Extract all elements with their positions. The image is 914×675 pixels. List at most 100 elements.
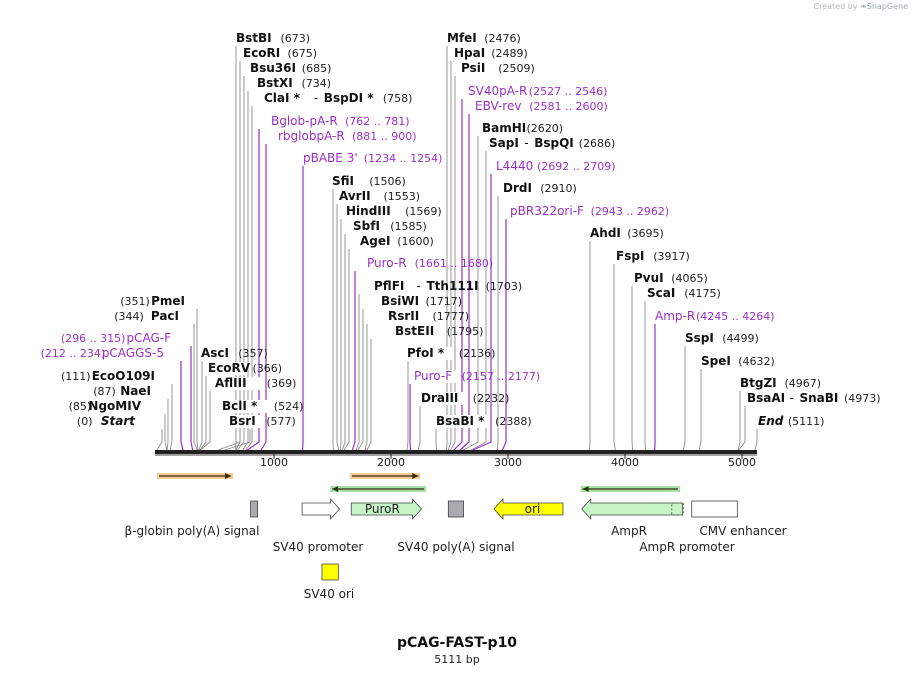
ruler-tick-label: 4000 xyxy=(611,456,639,469)
site-stems xyxy=(156,46,758,451)
site-position: (2620) xyxy=(527,122,564,135)
label-bg xyxy=(699,355,733,368)
feature-sv40prom: SV40 promoter xyxy=(273,497,364,554)
site-name: Puro-F xyxy=(414,369,452,383)
site-label-bcli: BclI * (524) xyxy=(220,399,303,413)
site-stem-asci xyxy=(198,361,203,451)
label-bg xyxy=(508,205,585,218)
site-label-rbglob: rbglobpA-R (881 .. 900) xyxy=(276,129,417,143)
site-position: (1777) xyxy=(433,310,470,323)
label-bg xyxy=(379,295,420,308)
site-label-asci: AscI (357) xyxy=(199,346,268,360)
feature-label: SV40 poly(A) signal xyxy=(397,540,514,554)
site-stem-ebvrev xyxy=(459,114,470,451)
site-name: ScaI xyxy=(647,286,675,300)
feature-ampr_prom: AmpR promoter xyxy=(639,502,735,554)
site-label-pcaggs5: pCAGGS-5(212 .. 234) xyxy=(41,346,164,360)
site-label-naei: NaeI (87) xyxy=(93,384,151,398)
site-position: (2136) xyxy=(459,347,496,360)
site-name: BsiWI xyxy=(381,294,419,308)
dash-separator: - xyxy=(790,391,794,405)
site-name: BsrI xyxy=(229,414,256,428)
sequence-ruler: 1000 2000 3000 4000 5000 xyxy=(155,450,757,469)
feature-shape xyxy=(321,563,339,581)
site-position: (2157 .. 2177) xyxy=(462,370,541,383)
site-label-end: End (5111) xyxy=(756,414,824,428)
plasmid-length: 5111 bp xyxy=(434,653,480,666)
site-position: (2692 .. 2709) xyxy=(537,160,616,173)
dash-separator: - xyxy=(314,91,318,105)
label-bg xyxy=(434,415,490,428)
site-label-pcagf: pCAG-F(296 .. 315) xyxy=(61,331,171,345)
site-position: (4499) xyxy=(722,332,759,345)
feature-label: SV40 promoter xyxy=(273,540,364,554)
label-bg xyxy=(645,287,679,300)
site-name: pCAG-F xyxy=(126,331,171,345)
feature-shape xyxy=(250,500,259,518)
site-name: SspI xyxy=(685,331,714,345)
site-position: (4632) xyxy=(738,355,775,368)
site-label-start: Start (0) xyxy=(77,414,136,428)
site-position: (881 .. 900) xyxy=(352,130,417,143)
site-position: (1569) xyxy=(405,205,442,218)
site-stem-hpai xyxy=(447,61,452,451)
site-stem-btgzi xyxy=(737,391,741,451)
site-name: SV40pA-R xyxy=(468,84,527,98)
site-name: MfeI xyxy=(447,31,477,45)
label-bg xyxy=(494,160,531,173)
site-label-l4440: L4440 (2692 .. 2709) xyxy=(494,159,616,173)
site-position: (366) xyxy=(253,362,283,375)
site-name: ClaI * xyxy=(264,91,301,105)
site-position: (758) xyxy=(383,92,413,105)
site-label-btgzi: BtgZI (4967) xyxy=(738,376,821,390)
site-position: (2388) xyxy=(495,415,532,428)
site-name: PvuI xyxy=(634,271,664,285)
site-stem-ecorv xyxy=(199,376,207,451)
ruler-tick-label: 1000 xyxy=(260,456,288,469)
site-stem-purof xyxy=(409,384,412,451)
feature-label: β-globin poly(A) signal xyxy=(125,524,260,538)
site-position: (675) xyxy=(288,47,318,60)
site-stem-bamhi xyxy=(463,136,479,451)
site-label-ebvrev: EBV-rev (2581 .. 2600) xyxy=(473,99,608,113)
site-label-fspi: FspI (3917) xyxy=(614,249,690,263)
site-name: EcoRI xyxy=(243,46,280,60)
label-bg xyxy=(386,310,427,323)
label-bg xyxy=(213,377,261,390)
site-name: HpaI xyxy=(454,46,485,60)
snapgene-credit: Created by ❧SnapGene xyxy=(813,2,908,11)
site-label-bsteii: BstEII (1795) xyxy=(393,324,483,338)
site-position: (2232) xyxy=(473,392,510,405)
site-name: Amp-R xyxy=(655,309,695,323)
feature-sv40pa_feat: SV40 poly(A) signal xyxy=(397,500,515,554)
site-stem-sapi xyxy=(471,151,487,451)
site-name: AflIII xyxy=(215,376,247,390)
plasmid-name: pCAG-FAST-p10 xyxy=(396,635,518,651)
feature-shape xyxy=(671,502,684,516)
site-label-ahdi: AhdI (3695) xyxy=(588,226,664,240)
site-position: (524) xyxy=(274,400,304,413)
site-position: (2476) xyxy=(484,32,521,45)
site-stem-ecoo109i xyxy=(169,384,173,451)
strand-arrow-orf3 xyxy=(330,486,427,492)
site-name: Bsu36I xyxy=(250,61,296,75)
site-position: (2527 .. 2546) xyxy=(529,85,608,98)
site-position: (4065) xyxy=(671,272,708,285)
site-stem-afliii xyxy=(199,391,211,451)
feature-ori: ori xyxy=(493,497,564,521)
site-position: (1234 .. 1254) xyxy=(364,152,443,165)
arrow-left-icon xyxy=(582,486,589,492)
label-bg xyxy=(365,257,409,270)
feature-shape xyxy=(581,497,683,521)
feature-label: ori xyxy=(525,502,541,516)
feature-ampr: AmpR xyxy=(581,497,683,538)
site-label-bsri: BsrI (577) xyxy=(227,414,296,428)
label-bg xyxy=(344,205,400,218)
site-position: (3695) xyxy=(627,227,664,240)
site-stem-bglob xyxy=(246,129,260,451)
site-stem-fspi xyxy=(613,264,616,451)
site-label-pflfi: PflFI - Tth111I (1703) xyxy=(372,279,522,293)
dash-separator: - xyxy=(417,279,421,293)
label-bg xyxy=(459,62,493,75)
site-stem-sspi xyxy=(682,346,686,451)
